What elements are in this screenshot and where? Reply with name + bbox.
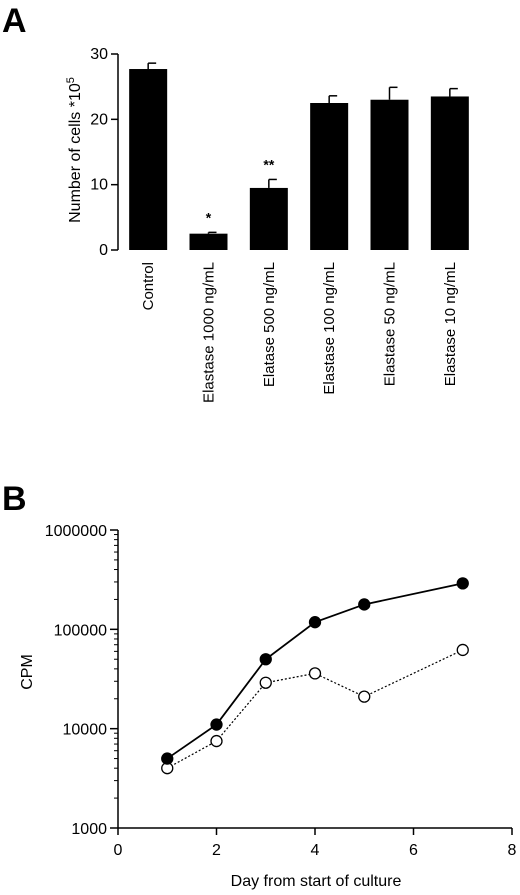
- panel-b-y-tick-label: 10000: [63, 722, 108, 739]
- panel-b-letter: B: [2, 480, 27, 518]
- panel-b-x-tick-label: 4: [311, 842, 320, 859]
- panel-a-category-labels: Control Elastase 1000 ng/mL Elatase 500 ng…: [140, 262, 459, 403]
- panel-a-category-label: Elastase 10 ng/mL: [442, 262, 459, 386]
- panel-b-open-point: [308, 667, 322, 680]
- panel-b-line-chart: B 1000 10000 100000 1000000 0 2 4 6 8 CPM Day fr…: [2, 480, 517, 890]
- panel-a-y-axis-exponent: 5: [65, 77, 77, 83]
- panel-a-axes: 0 10 20 30: [90, 46, 119, 259]
- panel-a-category-label: Elastase 100 ng/mL: [321, 262, 338, 395]
- panel-a-bar: [370, 99, 409, 250]
- panel-b-axes: 1000 10000 100000 1000000 0 2 4 6 8: [45, 523, 517, 859]
- panel-a-letter: A: [2, 2, 27, 40]
- panel-a-bars: ***: [129, 62, 469, 250]
- panel-a-y-axis-title: Number of cells *105: [65, 77, 84, 223]
- panel-b-x-tick-label: 2: [212, 842, 221, 859]
- panel-a-category-label: Elastase 1000 ng/mL: [201, 262, 218, 403]
- panel-a-y-tick-label: 30: [90, 46, 108, 63]
- panel-b-filled-point: [308, 616, 322, 629]
- panel-a-bar: [430, 96, 469, 250]
- panel-a-significance-label: *: [206, 209, 212, 225]
- panel-b-x-tick-label: 6: [409, 842, 418, 859]
- panel-a-y-tick-label: 20: [90, 111, 108, 128]
- panel-b-series: [161, 577, 469, 775]
- panel-b-open-point: [259, 676, 272, 689]
- panel-a-category-label: Control: [140, 262, 157, 310]
- panel-b-open-point: [210, 734, 223, 748]
- panel-a-bar: [310, 103, 349, 250]
- panel-b-x-tick-label: 8: [508, 842, 517, 859]
- panel-a-category-label: Elatase 500 ng/mL: [261, 262, 278, 387]
- panel-b-series-open-line: [166, 649, 464, 769]
- panel-b-y-tick-label: 1000: [71, 821, 107, 838]
- panel-b-x-axis-title: Day from start of culture: [231, 873, 402, 890]
- panel-b-y-tick-label: 100000: [54, 622, 107, 639]
- panel-b-filled-point: [210, 718, 223, 731]
- panel-b-x-tick-label: 0: [114, 842, 123, 859]
- panel-b-filled-point: [161, 752, 174, 765]
- panel-a-y-tick-label: 0: [99, 242, 108, 259]
- panel-b-open-point: [358, 690, 371, 703]
- panel-a-bar: [189, 233, 228, 250]
- panel-b-open-point: [456, 643, 469, 657]
- panel-a-bar: [129, 69, 168, 250]
- panel-a-significance-label: **: [263, 156, 274, 172]
- panel-b-y-tick-label: 1000000: [45, 523, 107, 540]
- panel-a-y-axis-title-text: Number of cells *10: [67, 83, 84, 223]
- panel-b-series-filled-line: [166, 582, 463, 760]
- panel-a-y-tick-label: 10: [90, 177, 108, 194]
- panel-a-category-label: Elastase 50 ng/mL: [382, 262, 399, 386]
- panel-b-filled-point: [358, 598, 371, 611]
- panel-b-filled-point: [259, 653, 272, 666]
- panel-b-y-axis-title: CPM: [19, 654, 36, 690]
- panel-b-filled-point: [456, 577, 469, 590]
- panel-a-bar: [249, 187, 288, 250]
